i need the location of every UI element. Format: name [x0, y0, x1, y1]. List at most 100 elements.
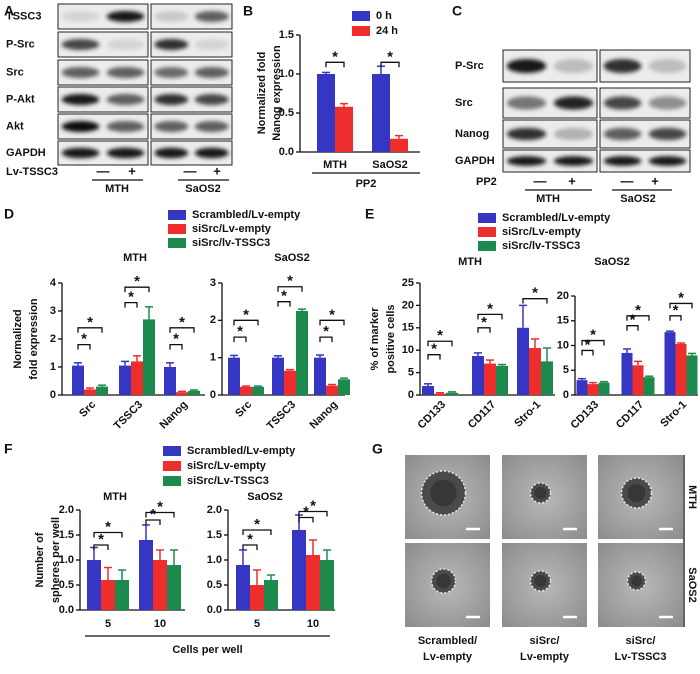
- blot-band: [61, 94, 100, 105]
- legend-swatch: [168, 224, 186, 234]
- sphere-core: [534, 487, 547, 499]
- legend-swatch: [352, 11, 370, 21]
- legend-label: Scrambled/Lv-empty: [502, 212, 611, 224]
- blot-band: [506, 127, 547, 141]
- significance-star: *: [247, 531, 253, 548]
- y-tick-label: 0: [210, 389, 216, 401]
- blot-label: Nanog: [455, 128, 489, 140]
- legend-label: siSrc/lv-TSSC3: [192, 237, 270, 249]
- legend-label: siSrc/lv-TSSC3: [502, 240, 580, 252]
- bar: [139, 540, 153, 610]
- bar: [621, 352, 633, 395]
- significance-star: *: [329, 306, 335, 323]
- significance-star: *: [630, 312, 636, 329]
- y-tick-label: 15: [557, 315, 569, 327]
- sphere-core: [430, 479, 457, 507]
- significance-star: *: [128, 289, 134, 306]
- x-tick-label: 5: [105, 618, 111, 630]
- x-axis-label: Cells per well: [172, 644, 242, 656]
- significance-star: *: [532, 285, 538, 302]
- bar: [664, 332, 676, 395]
- significance-star: *: [157, 498, 163, 515]
- legend-swatch: [168, 238, 186, 248]
- x-tick-label: Stro-1: [658, 399, 689, 430]
- significance-bracket: [319, 319, 345, 326]
- y-tick-label: 1.0: [279, 68, 294, 80]
- panel-letter: A: [4, 3, 14, 19]
- blot-label: P-Src: [6, 38, 35, 50]
- significance-bracket: [169, 327, 195, 333]
- bar: [326, 385, 338, 395]
- y-tick-label: 4: [50, 277, 57, 289]
- significance-bracket: [669, 302, 693, 309]
- legend-swatch: [168, 210, 186, 220]
- significance-star: *: [98, 531, 104, 548]
- x-tick-label: Nanog: [157, 399, 190, 432]
- x-tick-label: Stro-1: [512, 399, 543, 430]
- significance-star: *: [281, 288, 287, 305]
- significance-bracket: [145, 511, 175, 518]
- significance-star: *: [243, 306, 249, 323]
- blot-band: [194, 121, 229, 132]
- blot-band: [194, 94, 229, 105]
- legend-label: Scrambled/Lv-empty: [187, 445, 296, 457]
- significance-star: *: [323, 323, 329, 340]
- blot-band: [506, 156, 547, 166]
- bar: [119, 365, 131, 395]
- significance-bracket: [124, 301, 138, 308]
- blot-band: [648, 96, 687, 110]
- legend-label: siSrc/Lv-empty: [502, 226, 582, 238]
- y-tick-label: 3: [210, 277, 216, 289]
- x-tick-label: CD133: [568, 399, 601, 432]
- blot-band: [648, 58, 687, 74]
- panel-letter: B: [243, 3, 253, 19]
- treatment-sign: +: [651, 173, 659, 188]
- y-tick-label: 2: [50, 333, 56, 345]
- treatment-sign: —: [184, 163, 197, 178]
- sphere-core: [534, 575, 547, 587]
- blot-label: GAPDH: [455, 155, 495, 167]
- x-axis-label: PP2: [356, 178, 377, 190]
- x-tick-label: CD117: [466, 399, 498, 431]
- blot-band: [154, 39, 189, 50]
- legend-swatch: [163, 446, 181, 456]
- x-tick-label: Src: [77, 399, 98, 420]
- significance-bracket: [669, 315, 682, 321]
- caption: Lv-empty: [423, 651, 473, 663]
- y-tick-label: 1.5: [207, 529, 222, 541]
- bar: [236, 565, 250, 610]
- x-tick-label: 10: [154, 618, 166, 630]
- significance-star: *: [179, 314, 185, 331]
- significance-bracket: [277, 286, 303, 292]
- y-tick-label: 0.5: [207, 579, 222, 591]
- chart-title: MTH: [123, 252, 147, 264]
- blot-band: [61, 147, 100, 159]
- blot-band: [61, 39, 100, 50]
- bar: [84, 389, 96, 395]
- bar: [587, 384, 599, 395]
- bar: [372, 74, 390, 152]
- sphere-core: [627, 484, 646, 502]
- significance-star: *: [487, 300, 493, 317]
- y-tick-label: 1: [210, 352, 216, 364]
- bar: [250, 585, 264, 610]
- blot-band: [106, 67, 145, 78]
- significance-bracket: [522, 298, 548, 304]
- significance-star: *: [635, 302, 641, 319]
- significance-bracket: [77, 327, 103, 333]
- blot-label: GAPDH: [6, 147, 46, 159]
- treatment-sign: —: [534, 173, 547, 188]
- blot-label: P-Src: [455, 60, 484, 72]
- significance-bracket: [169, 343, 183, 350]
- x-tick-label: Src: [233, 399, 254, 420]
- significance-bracket: [93, 531, 123, 538]
- bar: [240, 386, 252, 395]
- treatment-sign: +: [213, 163, 221, 178]
- blot-band: [553, 58, 594, 74]
- significance-bracket: [477, 313, 503, 320]
- y-tick-label: 0.5: [59, 579, 74, 591]
- significance-bracket: [242, 529, 272, 535]
- y-tick-label: 0.5: [279, 107, 294, 119]
- y-axis-label: % of marker: [369, 307, 381, 371]
- significance-bracket: [298, 510, 328, 517]
